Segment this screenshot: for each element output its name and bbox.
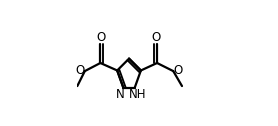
Text: O: O [152,31,161,44]
Text: NH: NH [129,88,147,101]
Text: O: O [96,31,106,44]
Text: O: O [173,64,183,77]
Text: N: N [116,88,124,101]
Text: O: O [75,64,85,77]
